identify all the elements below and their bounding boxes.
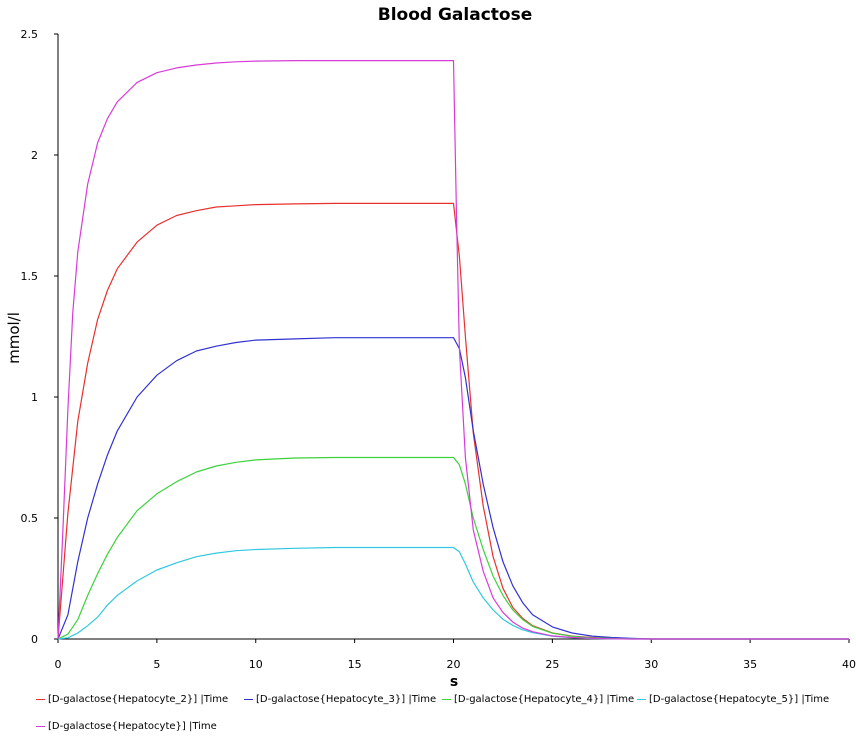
x-tick-label: 40 [842,658,856,671]
series-lines [57,59,849,640]
series-line [57,337,849,640]
x-tick-label: 20 [447,658,461,671]
legend-label: [D-galactose{Hepatocyte}] |Time [48,721,217,732]
legend-item: [D-galactose{Hepatocyte_3}] |Time [244,694,436,705]
legend-item: [D-galactose{Hepatocyte}] |Time [36,721,217,732]
x-axis-label: s [450,674,458,690]
legend-label: [D-galactose{Hepatocyte_2}] |Time [48,694,229,705]
legend-item: [D-galactose{Hepatocyte_2}] |Time [36,694,228,705]
y-tick-label: 2.5 [21,28,39,41]
legend-label: [D-galactose{Hepatocyte_3}] |Time [256,694,437,705]
legend-label: [D-galactose{Hepatocyte_5}] |Time [649,694,830,705]
legend-label: [D-galactose{Hepatocyte_4}] |Time [454,694,635,705]
x-ticks: 0 5 10 15 20 25 30 35 40 [55,639,856,671]
x-tick-label: 35 [743,658,757,671]
x-tick-label: 15 [348,658,362,671]
series-line [57,546,849,640]
legend-swatch [36,726,45,727]
x-tick-label: 25 [545,658,559,671]
x-tick-label: 0 [55,658,62,671]
series-line [57,202,849,640]
legend-item: [D-galactose{Hepatocyte_5}] |Time [637,694,829,705]
y-tick-label: 1.5 [21,270,39,283]
y-tick-label: 0.5 [21,512,39,525]
x-tick-label: 10 [249,658,263,671]
y-ticks: 0 0.5 1 1.5 2 2.5 [21,28,58,646]
y-axis-label: mmol/l [5,312,23,364]
x-tick-label: 30 [644,658,658,671]
chart-title: Blood Galactose [378,5,533,25]
legend-swatch [244,699,253,700]
y-tick-label: 0 [31,633,38,646]
series-line [57,456,849,640]
legend-swatch [637,699,646,700]
y-tick-label: 1 [31,391,38,404]
y-tick-label: 2 [31,149,38,162]
legend-swatch [442,699,451,700]
legend-item: [D-galactose{Hepatocyte_4}] |Time [442,694,634,705]
x-tick-label: 5 [153,658,160,671]
series-line [57,59,849,640]
legend-swatch [36,699,45,700]
